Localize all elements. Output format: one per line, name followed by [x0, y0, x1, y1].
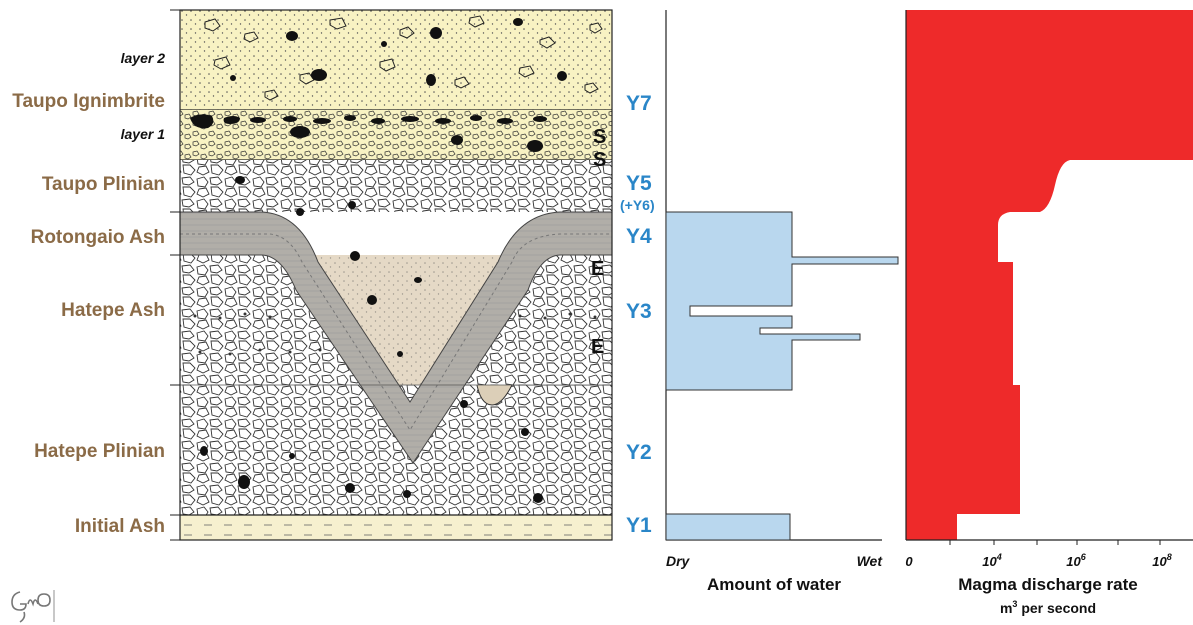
discharge-tick-1e8: 108: [1152, 552, 1171, 569]
discharge-profile: [906, 10, 1193, 540]
y-label-y5: Y5: [626, 172, 652, 195]
y-label-y1: Y1: [626, 514, 652, 537]
water-chart-title: Amount of water: [707, 575, 841, 594]
unit-label-initial-ash: Initial Ash: [75, 516, 165, 537]
water-profile-y3-y4: [665, 211, 899, 391]
y-label-y7: Y7: [626, 92, 652, 115]
unit-label-rotongaio-ash: Rotongaio Ash: [31, 227, 165, 248]
discharge-chart-units: m3 per second: [1000, 599, 1096, 616]
sublayer-label-layer-1: layer 1: [121, 126, 166, 142]
hatepe-ash-pisolite-bands: [193, 312, 597, 356]
y-label-y3: Y3: [626, 300, 652, 323]
y-label-y4: Y4: [626, 225, 652, 248]
discharge-tick-0: 0: [905, 554, 913, 569]
discharge-tick-1e4: 104: [982, 552, 1001, 569]
ignimbrite-clasts: [204, 15, 603, 101]
initial-ash-layer: [180, 515, 612, 540]
rotongaio-ash-band: [180, 211, 612, 464]
y-label-y2: Y2: [626, 441, 652, 464]
contact-mark-e-upper: E: [591, 258, 604, 280]
sublayer-label-layer-2: layer 2: [121, 50, 166, 66]
discharge-tick-1e6: 106: [1066, 552, 1086, 569]
unit-label-hatepe-plinian: Hatepe Plinian: [34, 441, 165, 462]
contact-mark-s-upper: S: [593, 126, 606, 148]
stratigraphic-column: [180, 10, 612, 540]
unit-label-taupo-ignimbrite: Taupo Ignimbrite: [12, 91, 165, 112]
unit-label-taupo-plinian: Taupo Plinian: [42, 174, 165, 195]
lithic-clasts-lower: [200, 176, 543, 503]
column-frame: [179, 9, 613, 541]
y-label-y5-note: (+Y6): [620, 197, 655, 213]
unit-boundary-ticks: [170, 9, 180, 541]
discharge-chart: 0 104 106 108 Magma discharge rate m3 pe…: [905, 10, 1193, 616]
discharge-chart-title: Magma discharge rate: [958, 575, 1138, 594]
water-chart: Dry Wet Amount of water: [665, 10, 899, 594]
water-axis-dry-label: Dry: [666, 553, 691, 569]
lithic-lag: [190, 114, 547, 152]
unit-label-hatepe-ash: Hatepe Ash: [61, 300, 165, 321]
lithic-clasts-upper: [230, 18, 567, 86]
contact-mark-s-lower: S: [593, 149, 606, 171]
discharge-axis-tick-marks: [949, 540, 1161, 545]
author-signature-logo: [11, 590, 55, 623]
water-axis-wet-label: Wet: [857, 553, 884, 569]
taupo-plinian-pumice: [180, 160, 612, 212]
contact-mark-e-lower: E: [591, 336, 604, 358]
water-profile-y1: [665, 513, 791, 541]
ignimbrite-layer-1: [180, 110, 612, 160]
